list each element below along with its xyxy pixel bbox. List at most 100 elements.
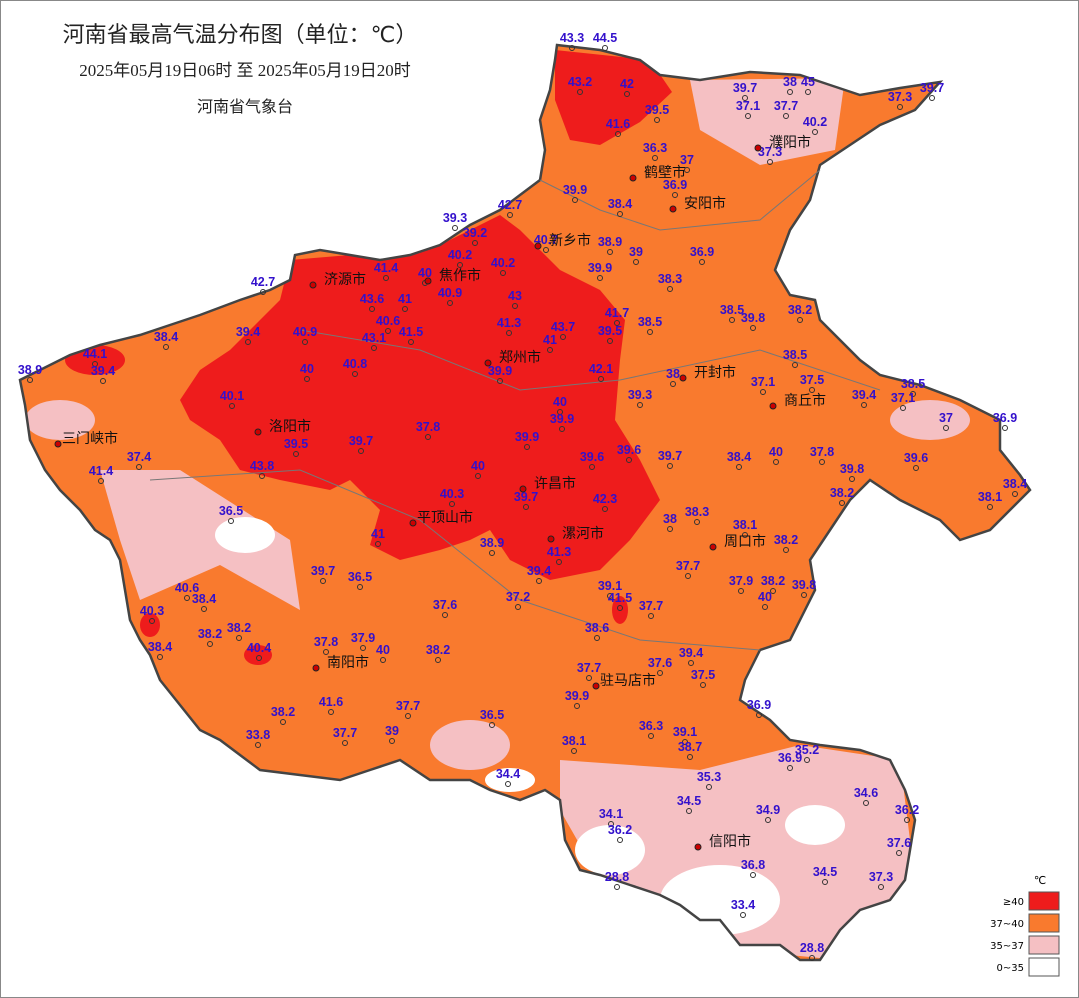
station-dot: [577, 89, 583, 95]
station-value: 39.5: [598, 324, 622, 338]
station-value: 39.9: [563, 183, 587, 197]
station-value: 38.5: [901, 377, 925, 391]
station-value: 37.7: [774, 99, 798, 113]
station-dot: [280, 719, 286, 725]
station-dot: [849, 476, 855, 482]
station-value: 39.7: [920, 81, 944, 95]
city-dot: [669, 205, 677, 213]
station-dot: [449, 501, 455, 507]
station-dot: [184, 595, 190, 601]
station-dot: [512, 303, 518, 309]
station-value: 39.3: [443, 211, 467, 225]
station-dot: [594, 635, 600, 641]
city-name: 驻马店市: [600, 672, 656, 689]
station-value: 43.3: [560, 31, 584, 45]
station-value: 37.9: [729, 574, 753, 588]
city-name: 周口市: [724, 533, 766, 550]
station-value: 44.5: [593, 31, 617, 45]
station-value: 39.7: [658, 449, 682, 463]
city-name: 鹤壁市: [644, 164, 686, 181]
city-name: 平顶山市: [417, 509, 473, 526]
station-dot: [574, 703, 580, 709]
station-dot: [615, 131, 621, 137]
station-value: 36.2: [608, 823, 632, 837]
station-value: 37.6: [433, 598, 457, 612]
station-value: 36.3: [643, 141, 667, 155]
title: 河南省最高气温分布图（单位：℃）: [63, 23, 418, 48]
station-dot: [617, 837, 623, 843]
station-value: 40.9: [293, 325, 317, 339]
station-dot: [910, 391, 916, 397]
city-name: 漯河市: [562, 525, 604, 542]
station-value: 44.1: [83, 347, 107, 361]
station-value: 39.1: [673, 725, 697, 739]
station-value: 41.4: [89, 464, 113, 478]
station-value: 34.1: [599, 807, 623, 821]
station-dot: [352, 371, 358, 377]
station-value: 42.1: [589, 362, 613, 376]
station-dot: [260, 289, 266, 295]
station-dot: [839, 500, 845, 506]
station-value: 38.5: [783, 348, 807, 362]
station-dot: [369, 306, 375, 312]
station-value: 41: [398, 292, 412, 306]
station-dot: [136, 464, 142, 470]
station-value: 40.2: [803, 115, 827, 129]
legend-label: 35~37: [990, 941, 1024, 952]
station-dot: [819, 459, 825, 465]
station-value: 39: [629, 245, 643, 259]
station-value: 40: [471, 459, 485, 473]
station-value: 41.3: [547, 545, 571, 559]
station-value: 41.3: [497, 316, 521, 330]
station-dot: [672, 192, 678, 198]
station-value: 39.5: [645, 103, 669, 117]
station-value: 34.9: [756, 803, 780, 817]
station-value: 33.8: [246, 728, 270, 742]
city-name: 济源市: [324, 271, 366, 288]
city-dot: [769, 402, 777, 410]
station-value: 34.5: [677, 794, 701, 808]
station-dot: [597, 275, 603, 281]
station-value: 38.2: [426, 643, 450, 657]
station-value: 43.1: [362, 331, 386, 345]
station-dot: [670, 381, 676, 387]
station-value: 42.7: [498, 198, 522, 212]
zone-35-37: [430, 720, 510, 770]
station-value: 41.6: [319, 695, 343, 709]
station-value: 37.1: [736, 99, 760, 113]
city-dot: [54, 440, 62, 448]
station-dot: [738, 588, 744, 594]
station-value: 39.6: [617, 443, 641, 457]
station-dot: [586, 675, 592, 681]
zone-35-37: [25, 400, 95, 440]
station-dot: [320, 578, 326, 584]
station-dot: [489, 550, 495, 556]
station-dot: [797, 317, 803, 323]
station-value: 38: [666, 367, 680, 381]
station-dot: [572, 197, 578, 203]
station-value: 40.6: [376, 314, 400, 328]
station-value: 40: [769, 445, 783, 459]
station-dot: [706, 784, 712, 790]
station-dot: [556, 559, 562, 565]
city-dot: [254, 428, 262, 436]
station-value: 39.8: [792, 578, 816, 592]
station-dot: [447, 300, 453, 306]
station-value: 38.5: [638, 315, 662, 329]
station-dot: [861, 402, 867, 408]
station-value: 43.8: [250, 459, 274, 473]
city-dot: [592, 682, 600, 690]
station-value: 40: [418, 266, 432, 280]
legend-unit: ℃: [1034, 874, 1046, 887]
station-dot: [767, 159, 773, 165]
station-dot: [1012, 491, 1018, 497]
city-dot: [709, 543, 717, 551]
station-dot: [607, 593, 613, 599]
station-value: 39.4: [527, 564, 551, 578]
station-dot: [667, 526, 673, 532]
station-value: 39.6: [580, 450, 604, 464]
station-value: 39.7: [733, 81, 757, 95]
station-value: 39.5: [284, 437, 308, 451]
station-value: 37.1: [751, 375, 775, 389]
station-dot: [699, 259, 705, 265]
